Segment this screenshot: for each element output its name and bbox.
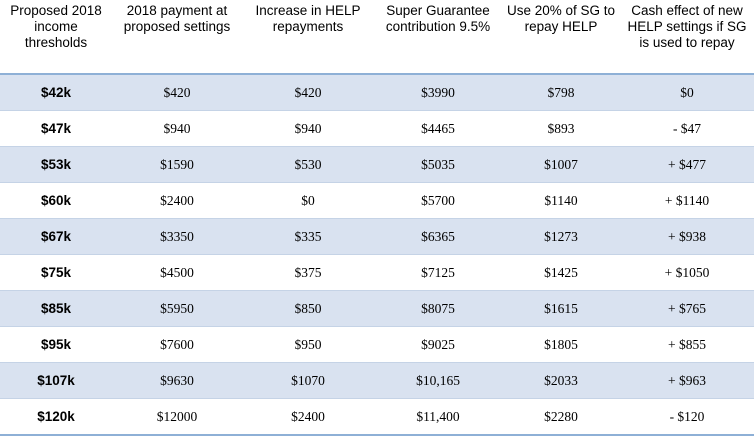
super-guarantee-cell: $3990 (374, 74, 502, 111)
income-threshold-cell: $42k (0, 74, 112, 111)
super-guarantee-cell: $4465 (374, 110, 502, 147)
income-threshold-cell: $67k (0, 218, 112, 255)
income-threshold-cell: $47k (0, 110, 112, 147)
sg-repay-cell: $1140 (502, 182, 620, 219)
sg-repay-cell: $1273 (502, 218, 620, 255)
cash-effect-cell: + $477 (620, 146, 754, 183)
table-row: $67k $3350 $335 $6365 $1273 + $938 (0, 218, 754, 255)
payment-2018-cell: $1590 (112, 146, 242, 183)
cash-effect-cell: + $855 (620, 326, 754, 363)
payment-2018-cell: $4500 (112, 254, 242, 291)
cash-effect-cell: $0 (620, 74, 754, 111)
sg-repay-cell: $1007 (502, 146, 620, 183)
table-row: $85k $5950 $850 $8075 $1615 + $765 (0, 290, 754, 327)
header-super-guarantee: Super Guarantee contribution 9.5% (374, 0, 502, 75)
table-row: $107k $9630 $1070 $10,165 $2033 + $963 (0, 362, 754, 399)
help-increase-cell: $1070 (242, 362, 374, 399)
help-increase-cell: $0 (242, 182, 374, 219)
super-guarantee-cell: $5700 (374, 182, 502, 219)
header-help-increase: Increase in HELP repayments (242, 0, 374, 75)
super-guarantee-cell: $6365 (374, 218, 502, 255)
sg-repay-cell: $893 (502, 110, 620, 147)
cash-effect-cell: + $963 (620, 362, 754, 399)
table-row: $53k $1590 $530 $5035 $1007 + $477 (0, 146, 754, 183)
table-row: $95k $7600 $950 $9025 $1805 + $855 (0, 326, 754, 363)
super-guarantee-cell: $10,165 (374, 362, 502, 399)
income-threshold-cell: $75k (0, 254, 112, 291)
table-row: $47k $940 $940 $4465 $893- $47 (0, 110, 754, 147)
table-row: $75k $4500 $375 $7125 $1425 + $1050 (0, 254, 754, 291)
payment-2018-cell: $420 (112, 74, 242, 111)
sg-repay-cell: $1805 (502, 326, 620, 363)
header-row: Proposed 2018 income thresholds 2018 pay… (0, 0, 754, 75)
super-guarantee-cell: $9025 (374, 326, 502, 363)
table-row: $42k $420 $420 $3990 $798 $0 (0, 74, 754, 111)
help-increase-cell: $335 (242, 218, 374, 255)
income-threshold-cell: $85k (0, 290, 112, 327)
cash-effect-cell: + $1050 (620, 254, 754, 291)
income-threshold-cell: $107k (0, 362, 112, 399)
cash-effect-cell: - $47 (620, 110, 754, 147)
help-increase-cell: $375 (242, 254, 374, 291)
income-threshold-cell: $60k (0, 182, 112, 219)
help-increase-cell: $850 (242, 290, 374, 327)
help-increase-cell: $950 (242, 326, 374, 363)
income-threshold-cell: $95k (0, 326, 112, 363)
super-guarantee-cell: $7125 (374, 254, 502, 291)
payment-2018-cell: $9630 (112, 362, 242, 399)
payment-2018-cell: $3350 (112, 218, 242, 255)
header-sg-repay: Use 20% of SG to repay HELP (502, 0, 620, 75)
payment-2018-cell: $2400 (112, 182, 242, 219)
header-2018-payment: 2018 payment at proposed settings (112, 0, 242, 75)
table-body: $42k $420 $420 $3990 $798 $0 $47k $940 $940 $4465… (0, 74, 754, 436)
header-cash-effect: Cash effect of new HELP settings if SG i… (620, 0, 754, 75)
sg-repay-cell: $1425 (502, 254, 620, 291)
super-guarantee-cell: $8075 (374, 290, 502, 327)
header-income-threshold: Proposed 2018 income thresholds (0, 0, 112, 75)
sg-repay-cell: $1615 (502, 290, 620, 327)
help-increase-cell: $420 (242, 74, 374, 111)
super-guarantee-cell: $5035 (374, 146, 502, 183)
payment-2018-cell: $5950 (112, 290, 242, 327)
sg-repay-cell: $2033 (502, 362, 620, 399)
payment-2018-cell: $7600 (112, 326, 242, 363)
cash-effect-cell: + $765 (620, 290, 754, 327)
cash-effect-cell: + $938 (620, 218, 754, 255)
help-increase-cell: $940 (242, 110, 374, 147)
income-threshold-cell: $53k (0, 146, 112, 183)
table-row: $60k $2400 $0 $5700 $1140 + $1140 (0, 182, 754, 219)
cash-effect-cell: + $1140 (620, 182, 754, 219)
help-increase-cell: $530 (242, 146, 374, 183)
payment-2018-cell: $940 (112, 110, 242, 147)
table-header: Proposed 2018 income thresholds 2018 pay… (0, 0, 754, 75)
sg-repay-cell: $798 (502, 74, 620, 111)
